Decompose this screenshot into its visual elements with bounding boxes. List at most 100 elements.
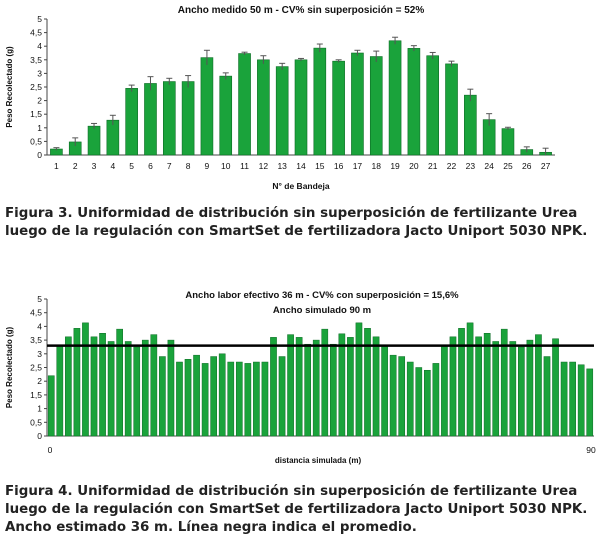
bar bbox=[141, 339, 149, 437]
bar bbox=[133, 346, 141, 437]
bar bbox=[464, 94, 477, 156]
bar bbox=[329, 343, 337, 437]
chart-subtitle: Ancho simulado 90 m bbox=[273, 305, 371, 316]
bar bbox=[449, 336, 457, 437]
bar bbox=[424, 369, 431, 437]
x-tick-label: 9 bbox=[205, 161, 210, 171]
bar bbox=[586, 368, 594, 437]
bar bbox=[210, 356, 217, 437]
bar bbox=[338, 333, 346, 437]
bar bbox=[162, 81, 176, 156]
bar bbox=[500, 328, 508, 437]
bar bbox=[106, 119, 120, 156]
bar bbox=[492, 341, 500, 437]
bar bbox=[304, 343, 312, 437]
bar bbox=[82, 322, 89, 437]
bar bbox=[107, 341, 115, 437]
bar bbox=[406, 361, 414, 437]
bar bbox=[125, 88, 138, 156]
y-tick-label: 0,5 bbox=[30, 136, 42, 146]
y-tick-label: 0 bbox=[37, 431, 42, 441]
bar bbox=[458, 328, 465, 437]
x-tick-label: 12 bbox=[259, 161, 269, 171]
bar bbox=[381, 345, 388, 437]
x-tick-label: 22 bbox=[447, 161, 457, 171]
x-tick-label: 18 bbox=[372, 161, 382, 171]
x-tick-label: 16 bbox=[334, 161, 344, 171]
bar bbox=[441, 345, 448, 437]
bar bbox=[332, 60, 345, 156]
y-tick-label: 1,5 bbox=[30, 390, 42, 400]
bar bbox=[244, 363, 252, 437]
bar bbox=[347, 337, 354, 437]
figure-4-caption: Figura 4. Uniformidad de distribución si… bbox=[5, 484, 588, 535]
bar bbox=[407, 48, 421, 156]
bar bbox=[235, 361, 243, 437]
x-tick-label: 10 bbox=[221, 161, 231, 171]
bar bbox=[535, 334, 542, 437]
x-tick-label: 2 bbox=[73, 161, 78, 171]
x-tick-label: 7 bbox=[167, 161, 172, 171]
chart-simulated-overlap: 0 0,5 1 1,5 2 2,5 3 3,5 4 4,5 5 Peso Recolectado (g… bbox=[5, 290, 596, 465]
y-axis-title: Peso Recolectado (g) bbox=[5, 46, 14, 128]
bar bbox=[90, 336, 98, 437]
bar bbox=[238, 53, 251, 156]
x-tick-label: 23 bbox=[466, 161, 476, 171]
bar bbox=[159, 356, 166, 437]
bar bbox=[543, 356, 551, 437]
x-tick-label: 15 bbox=[315, 161, 325, 171]
bar bbox=[295, 337, 303, 437]
x-tick-label: 26 bbox=[522, 161, 532, 171]
x-axis-title: N° de Bandeja bbox=[272, 181, 330, 191]
y-tick-label: 0 bbox=[37, 150, 42, 160]
bar bbox=[193, 354, 200, 437]
bar bbox=[560, 361, 568, 437]
bar bbox=[569, 361, 576, 437]
bar bbox=[355, 322, 363, 437]
bar bbox=[87, 125, 101, 156]
bar bbox=[475, 336, 482, 437]
bar bbox=[351, 52, 364, 156]
bar bbox=[552, 338, 559, 437]
y-tick-label: 4,5 bbox=[30, 308, 42, 318]
x-tick-label: 4 bbox=[110, 161, 115, 171]
bar bbox=[219, 75, 233, 156]
bar bbox=[167, 339, 175, 437]
y-tick-label: 3 bbox=[37, 68, 42, 78]
bar bbox=[388, 40, 402, 156]
bar bbox=[56, 345, 64, 437]
x-axis-title: distancia simulada (m) bbox=[275, 456, 362, 465]
x-tick-label: 3 bbox=[92, 161, 97, 171]
bar bbox=[398, 356, 406, 437]
y-tick-label: 2,5 bbox=[30, 363, 42, 373]
bar bbox=[313, 47, 327, 156]
y-tick-label: 3 bbox=[37, 349, 42, 359]
bar bbox=[389, 354, 397, 437]
y-tick-label: 1,5 bbox=[30, 109, 42, 119]
bar bbox=[201, 363, 209, 437]
x-tick-label: 27 bbox=[541, 161, 551, 171]
bar bbox=[466, 322, 474, 437]
bar bbox=[47, 375, 55, 437]
bar bbox=[426, 55, 440, 156]
bar bbox=[150, 334, 158, 437]
x-tick-label: 21 bbox=[428, 161, 438, 171]
bar bbox=[257, 59, 270, 156]
bar bbox=[509, 341, 517, 437]
bar bbox=[278, 356, 286, 437]
bar bbox=[144, 83, 157, 156]
bar bbox=[275, 66, 289, 156]
bar bbox=[124, 341, 132, 437]
x-tick-label: 24 bbox=[484, 161, 494, 171]
bar bbox=[218, 353, 226, 437]
y-tick-label: 1 bbox=[37, 404, 42, 414]
x-tick-label: 11 bbox=[240, 161, 249, 171]
x-tick-label-start: 0 bbox=[48, 445, 53, 455]
bar bbox=[200, 57, 214, 156]
x-tick-label-end: 90 bbox=[586, 445, 596, 455]
bar bbox=[73, 328, 81, 437]
y-tick-label: 4 bbox=[37, 321, 42, 331]
bar bbox=[227, 361, 235, 437]
y-tick-label: 0,5 bbox=[30, 417, 42, 427]
y-tick-label: 2,5 bbox=[30, 82, 42, 92]
